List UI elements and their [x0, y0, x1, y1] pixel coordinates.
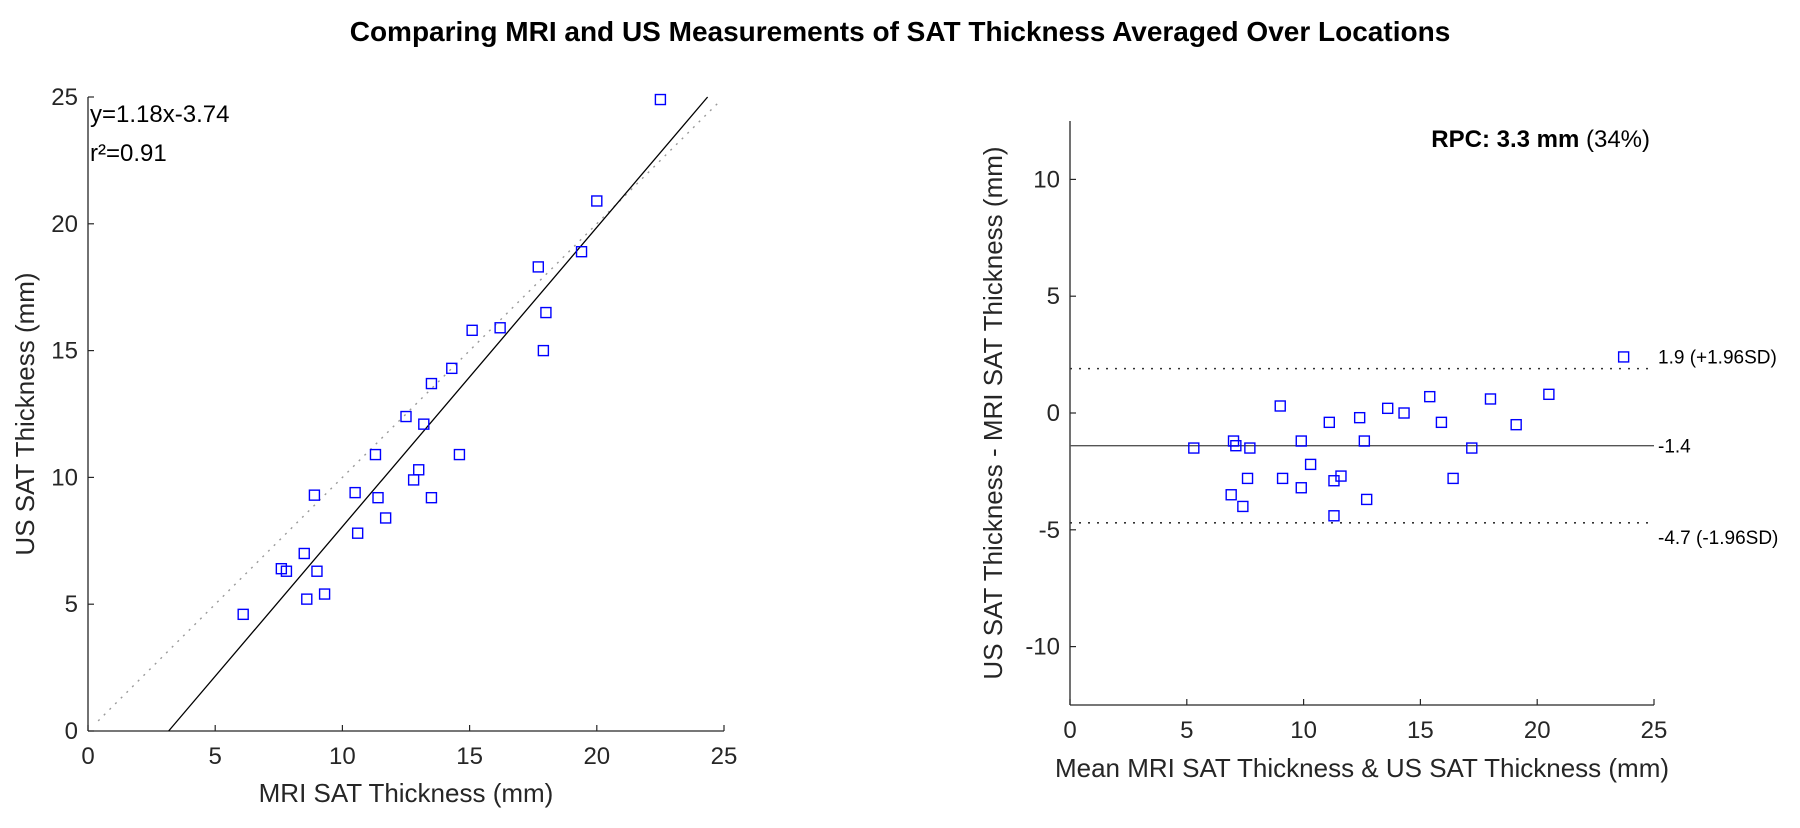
y-tick-label: 25 — [51, 84, 78, 111]
x-tick-label: 25 — [711, 743, 738, 770]
data-point — [237, 608, 249, 621]
data-point — [1323, 416, 1335, 429]
data-point — [369, 448, 382, 461]
data-point — [1304, 458, 1317, 471]
data-point — [298, 547, 310, 560]
data-point — [1617, 351, 1630, 363]
data-point — [575, 245, 588, 258]
r-squared-label: r²=0.91 — [90, 140, 167, 167]
data-point — [301, 593, 313, 605]
upper-limit-label: 1.9 (+1.96SD) — [1658, 348, 1777, 369]
data-point — [372, 491, 384, 504]
data-point — [1244, 442, 1256, 454]
data-point — [1295, 482, 1307, 494]
data-point — [1241, 472, 1254, 485]
mean-difference-label: -1.4 — [1658, 437, 1691, 458]
y-tick-label: -5 — [1039, 517, 1060, 544]
data-point — [280, 565, 293, 577]
data-point — [532, 261, 544, 273]
data-point — [537, 344, 550, 357]
data-point — [1274, 400, 1286, 412]
data-point — [446, 362, 458, 375]
x-tick-label: 5 — [1180, 717, 1193, 744]
data-point — [400, 410, 412, 423]
x-tick-label: 10 — [1290, 717, 1317, 744]
regression-equation: y=1.18x-3.74 — [90, 101, 229, 128]
data-point — [1435, 416, 1448, 429]
data-point — [1225, 489, 1237, 501]
data-point — [308, 489, 321, 501]
x-tick-label: 25 — [1641, 717, 1668, 744]
data-point — [1335, 470, 1347, 482]
data-point — [418, 418, 430, 430]
y-tick-label: 0 — [1047, 400, 1060, 427]
y-tick-label: 20 — [51, 211, 78, 238]
rpc-value: RPC: 3.3 mm — [1431, 126, 1579, 153]
data-point — [349, 486, 361, 499]
data-point — [1230, 440, 1242, 452]
regression-line — [168, 96, 709, 732]
y-tick-label: 5 — [65, 591, 78, 618]
lower-limit-label: -4.7 (-1.96SD) — [1658, 528, 1778, 549]
y-tick-label: 5 — [1047, 283, 1060, 310]
x-tick-label: 5 — [209, 743, 222, 770]
y-tick-label: 15 — [51, 338, 78, 365]
x-axis-label: MRI SAT Thickness (mm) — [259, 778, 554, 808]
rpc-percent: (34%) — [1579, 126, 1650, 153]
data-point — [1484, 393, 1497, 405]
data-point — [1295, 435, 1307, 447]
data-point — [494, 322, 506, 334]
y-tick-label: -10 — [1025, 634, 1060, 661]
data-point — [425, 491, 438, 504]
y-tick-label: 0 — [65, 718, 78, 745]
data-point — [466, 324, 478, 337]
correlation-plot: 0 5 10 15 20 25 0 5 10 15 20 25 MRI SAT Thickness (m… — [10, 84, 737, 808]
data-point — [591, 195, 603, 207]
data-point — [1447, 472, 1459, 485]
data-point — [379, 512, 392, 524]
data-point — [1424, 390, 1436, 403]
data-point — [311, 565, 323, 577]
data-point — [1466, 442, 1478, 454]
data-point — [1328, 510, 1340, 522]
data-point — [1381, 402, 1394, 415]
data-point — [1188, 442, 1200, 454]
y-axis-label: US SAT Thickness - MRI SAT Thickness (mm… — [978, 146, 1008, 679]
x-tick-label: 15 — [456, 743, 483, 770]
data-point — [453, 448, 466, 461]
x-tick-label: 15 — [1407, 717, 1434, 744]
bland-altman-plot: 0 5 10 15 20 25 -10 -5 0 5 10 Mean MRI SAT Thicknes… — [978, 121, 1778, 783]
data-point — [413, 464, 425, 476]
x-tick-label: 20 — [583, 743, 610, 770]
y-tick-label: 10 — [51, 464, 78, 491]
data-point — [1543, 388, 1555, 401]
x-axis-label: Mean MRI SAT Thickness & US SAT Thicknes… — [1055, 753, 1669, 783]
data-point — [318, 588, 331, 600]
data-point — [1276, 472, 1289, 485]
data-point — [540, 306, 552, 319]
rpc-annotation: RPC: 3.3 mm (34%) — [1431, 126, 1650, 153]
data-point — [1353, 411, 1366, 424]
data-point — [1237, 500, 1249, 513]
data-point — [1358, 435, 1371, 447]
data-point — [654, 93, 667, 106]
x-tick-label: 0 — [81, 743, 94, 770]
x-tick-label: 10 — [329, 743, 356, 770]
data-point — [425, 377, 438, 390]
y-axis-label: US SAT Thickness (mm) — [10, 272, 40, 555]
data-point — [351, 527, 364, 539]
data-point — [407, 474, 420, 486]
x-tick-label: 0 — [1063, 717, 1076, 744]
data-point — [1510, 418, 1522, 431]
x-tick-label: 20 — [1524, 717, 1551, 744]
chart-main-title: Comparing MRI and US Measurements of SAT… — [349, 16, 1451, 47]
data-point — [1398, 407, 1410, 419]
data-point — [1360, 493, 1373, 506]
y-tick-label: 10 — [1033, 166, 1060, 193]
